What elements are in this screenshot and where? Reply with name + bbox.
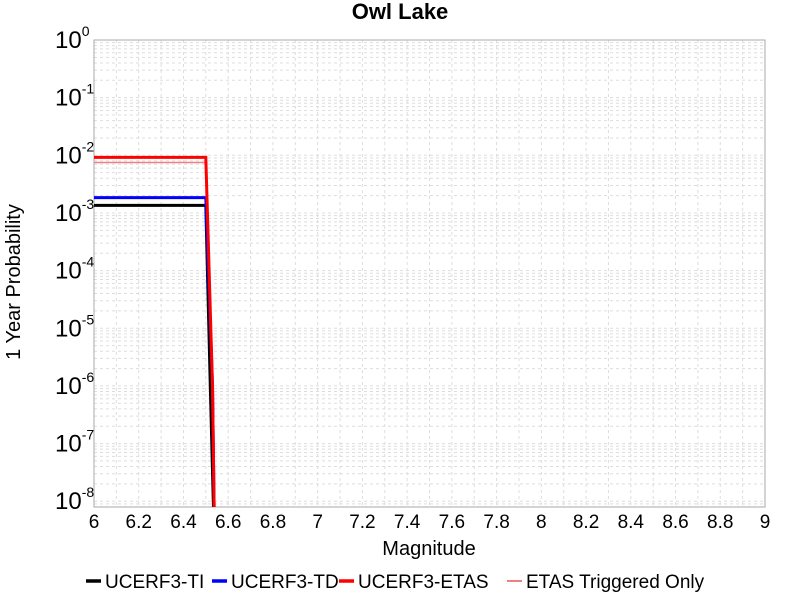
- legend-label: ETAS Triggered Only: [526, 572, 705, 593]
- x-tick-label: 7.2: [349, 512, 375, 533]
- legend-label: UCERF3-TI: [105, 572, 204, 593]
- x-tick-labels: 6 6.2 6.4 6.6 6.8 7 7.2 7.4 7.6 7.8 8 8.2 8.4 8.6 8.8 9: [89, 512, 771, 533]
- x-tick-label: 7.4: [394, 512, 421, 533]
- x-tick-label: 6.4: [170, 512, 197, 533]
- x-tick-label: 8.6: [662, 512, 688, 533]
- y-axis-label: 1 Year Probability: [3, 204, 25, 360]
- legend-label: UCERF3-ETAS: [358, 572, 489, 593]
- x-tick-label: 9: [760, 512, 771, 533]
- y-tick-label: 10-1: [55, 81, 94, 112]
- chart-title: Owl Lake: [352, 0, 449, 24]
- x-tick-label: 7.6: [439, 512, 465, 533]
- x-tick-label: 8: [536, 512, 547, 533]
- x-tick-label: 8.8: [707, 512, 733, 533]
- plot-frame: [93, 39, 766, 508]
- y-tick-label: 10-7: [55, 427, 94, 458]
- y-tick-label: 10-5: [55, 311, 94, 342]
- series-line-ucerf3-etas: [94, 155, 216, 507]
- legend: UCERF3-TI UCERF3-TD UCERF3-ETAS ETAS Trigge…: [86, 572, 705, 593]
- y-tick-label: 10-4: [55, 254, 94, 285]
- x-tick-label: 6.8: [260, 512, 286, 533]
- x-tick-label: 6.2: [126, 512, 152, 533]
- legend-label: UCERF3-TD: [231, 572, 339, 593]
- x-axis-label: Magnitude: [382, 538, 475, 560]
- series-line-ucerf3-td: [94, 196, 216, 507]
- y-tick-labels: 10-8 10-7 10-6 10-5 10-4 10-3 10-2 10-1 100: [55, 23, 94, 515]
- series-line-ucerf3-ti: [94, 203, 215, 507]
- x-tick-label: 8.4: [618, 512, 645, 533]
- x-tick-label: 7: [312, 512, 323, 533]
- y-tick-label: 10-2: [55, 138, 94, 169]
- series-layer: [94, 155, 216, 507]
- y-tick-label: 10-6: [55, 369, 94, 400]
- x-tick-label: 6.6: [215, 512, 241, 533]
- x-tick-label: 8.2: [573, 512, 599, 533]
- x-tick-label: 6: [89, 512, 100, 533]
- grid: [93, 39, 766, 508]
- y-tick-label: 100: [55, 23, 90, 54]
- y-tick-label: 10-8: [55, 484, 94, 515]
- x-tick-label: 7.8: [483, 512, 509, 533]
- y-tick-label: 10-3: [55, 196, 94, 227]
